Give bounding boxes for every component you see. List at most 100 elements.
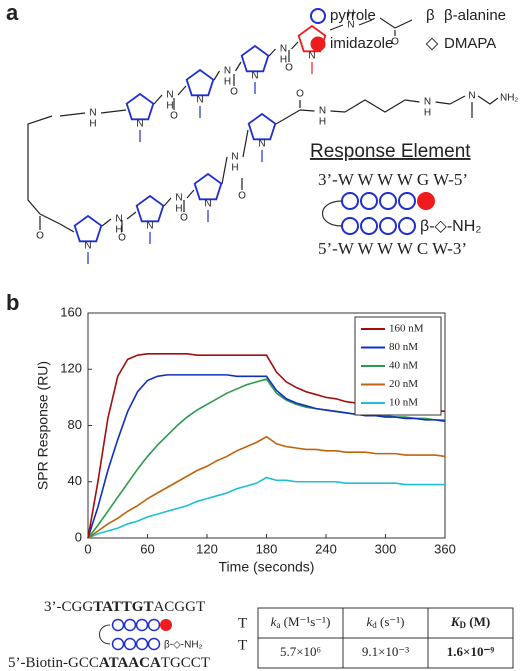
pyrrole xyxy=(360,217,378,235)
header-unit: (M) xyxy=(466,614,490,629)
atom-label: N xyxy=(424,97,431,108)
bond xyxy=(153,94,163,105)
atom-label: O xyxy=(36,231,44,242)
atom-label: N xyxy=(319,106,326,117)
y-tick-label: 80 xyxy=(68,417,82,432)
bond xyxy=(449,95,466,105)
bond xyxy=(329,24,344,31)
atom-label: N xyxy=(468,91,475,102)
hairpin-turn xyxy=(322,200,343,227)
y-tick-label: 160 xyxy=(60,304,82,319)
response-bottom: 5’-W W W W C W-3’ xyxy=(318,239,467,258)
x-axis-label: Time (seconds) xyxy=(219,559,315,575)
bond xyxy=(213,70,221,81)
sequence-part: TATTGT xyxy=(93,599,153,615)
atom-label: N xyxy=(146,221,153,232)
atom-label: O xyxy=(230,87,238,98)
legend-label: 80 nM xyxy=(389,341,418,353)
bond xyxy=(477,95,499,105)
x-tick-label: 60 xyxy=(140,541,154,556)
atom-label: N xyxy=(224,66,231,77)
pyrrole xyxy=(341,217,359,235)
hairpin-tail: β-◇-NH₂ xyxy=(164,640,203,651)
atom-label: N xyxy=(231,152,238,163)
table-cell: 1.6×10⁻⁹ xyxy=(447,644,495,659)
atom-label: H xyxy=(166,101,173,112)
y-tick-label: 0 xyxy=(75,529,82,544)
bond xyxy=(435,101,451,105)
x-tick-label: 300 xyxy=(375,541,397,556)
panel-label: b xyxy=(6,290,19,315)
ring xyxy=(185,68,215,97)
y-axis-label: SPR Response (RU) xyxy=(35,361,51,490)
x-tick-label: 360 xyxy=(434,541,456,556)
loop-base: T xyxy=(238,615,247,631)
panel-label: a xyxy=(6,0,19,25)
ring xyxy=(297,24,327,53)
y-tick-label: 40 xyxy=(68,473,82,488)
atom-label: N xyxy=(308,51,315,62)
pyrrole xyxy=(123,637,137,651)
response-tail: β-◇-NH₂ xyxy=(420,218,481,235)
ring xyxy=(135,194,165,223)
series-line xyxy=(87,378,445,539)
legend-label: 10 nM xyxy=(389,397,418,409)
ring xyxy=(125,92,155,121)
x-tick-label: 0 xyxy=(84,541,91,556)
bond xyxy=(234,61,242,72)
atom-label: H xyxy=(347,9,354,20)
legend-label: pyrrole xyxy=(330,7,376,24)
table-header: KD (M) xyxy=(450,614,490,630)
series-line xyxy=(87,476,445,539)
hairpin-turn xyxy=(99,624,111,645)
bond xyxy=(344,99,406,113)
bond xyxy=(101,218,112,227)
bond xyxy=(291,41,299,50)
pyrrole xyxy=(398,192,416,210)
x-tick-label: 120 xyxy=(196,541,218,556)
legend-label: 40 nM xyxy=(389,360,418,372)
ring xyxy=(73,214,103,243)
pyrrole xyxy=(135,637,149,651)
bond xyxy=(268,48,276,57)
atom-label: N xyxy=(347,20,354,31)
response-title: Response Element xyxy=(310,141,471,162)
bond xyxy=(221,156,228,185)
sequence-part: 3’-CGG xyxy=(44,599,93,615)
table-header: ka (M⁻¹s⁻¹) xyxy=(271,614,331,630)
x-tick-label: 240 xyxy=(315,541,337,556)
response-top: 3’-W W W W G W-5’ xyxy=(318,170,468,189)
bond xyxy=(275,109,301,125)
bond xyxy=(27,115,53,215)
atom-label: N xyxy=(204,199,211,210)
sequence: 3’-CGGTATTGTACGGT xyxy=(44,599,205,615)
atom-label: H xyxy=(89,119,96,130)
legend-symbol: β xyxy=(426,7,435,24)
atom-label: O xyxy=(296,89,304,100)
pyrrole xyxy=(147,618,161,632)
atom-label: O xyxy=(285,63,293,74)
atom-label: N xyxy=(196,95,203,106)
table-cell: 5.7×10⁶ xyxy=(280,644,321,659)
atom-label: H xyxy=(424,108,431,119)
bond xyxy=(186,189,195,199)
pyrrole xyxy=(111,618,125,632)
header-unit: (s⁻¹) xyxy=(377,614,405,629)
imidazole xyxy=(417,192,435,210)
series-line xyxy=(87,374,446,539)
legend-label: 20 nM xyxy=(389,378,418,390)
atom-label: N xyxy=(258,139,265,150)
header-sub: a xyxy=(276,620,280,630)
atom-label: O xyxy=(391,37,399,48)
sequence-part: 5’-Biotin-GCC xyxy=(8,655,99,671)
atom-label: NH₂ xyxy=(500,93,518,104)
atom-label: N xyxy=(136,119,143,130)
atom-label: O xyxy=(180,213,188,224)
atom-label: H xyxy=(280,55,287,66)
pyrrole xyxy=(379,217,397,235)
atom-label: H xyxy=(319,117,326,128)
sequence-part: ATAACA xyxy=(99,655,161,671)
atom-label: H xyxy=(175,204,182,215)
